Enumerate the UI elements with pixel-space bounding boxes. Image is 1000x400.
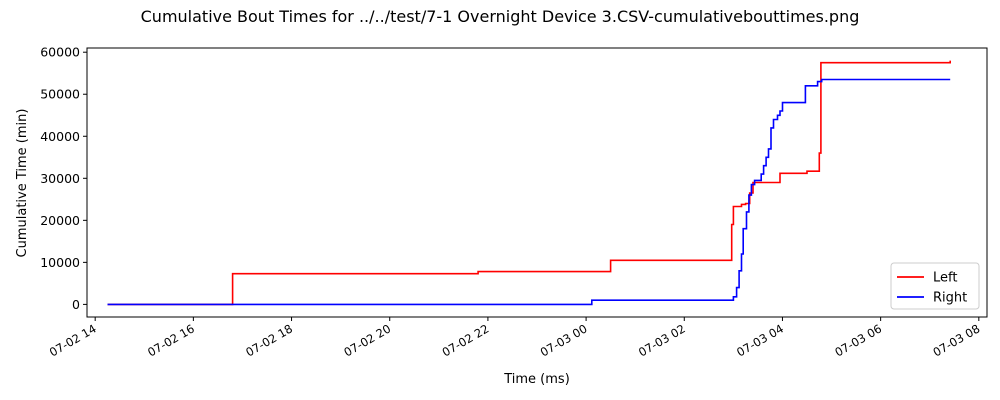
x-axis-label: Time (ms) — [503, 372, 570, 387]
y-tick-label: 60000 — [40, 45, 80, 60]
x-tick-label: 07-03 04 — [734, 321, 786, 359]
y-tick-label: 50000 — [40, 87, 80, 102]
y-axis-label: Cumulative Time (min) — [15, 109, 30, 258]
series-line-left — [107, 60, 952, 306]
y-tick-label: 10000 — [40, 255, 80, 270]
x-tick-label: 07-02 22 — [440, 321, 492, 359]
x-tick-label: 07-03 02 — [636, 321, 688, 359]
series-line-right — [107, 78, 951, 306]
y-tick-label: 40000 — [40, 129, 80, 144]
x-tick-label: 07-02 18 — [243, 321, 295, 359]
chart-title: Cumulative Bout Times for ../../test/7-1… — [141, 7, 860, 26]
x-tick-label: 07-02 16 — [145, 321, 197, 359]
legend: Left Right — [890, 262, 980, 310]
plot-lines — [107, 60, 952, 306]
legend-label-left: Left — [933, 271, 957, 286]
x-tick-label: 07-02 20 — [341, 321, 393, 359]
y-tick-label: 20000 — [40, 213, 80, 228]
y-tick-label: 0 — [72, 297, 80, 312]
x-axis: 07-02 14 07-02 16 07-02 18 07-02 20 07-02 22… — [47, 317, 982, 359]
y-tick-label: 30000 — [40, 171, 80, 186]
x-tick-label: 07-02 14 — [47, 321, 99, 359]
x-tick-label: 07-03 08 — [931, 321, 983, 359]
y-axis: 0 10000 20000 30000 40000 50000 60000 — [40, 45, 87, 312]
x-tick-label: 07-03 06 — [832, 321, 884, 359]
plot-frame — [86, 47, 988, 318]
x-tick-label: 07-03 00 — [538, 321, 590, 359]
legend-label-right: Right — [933, 291, 967, 306]
